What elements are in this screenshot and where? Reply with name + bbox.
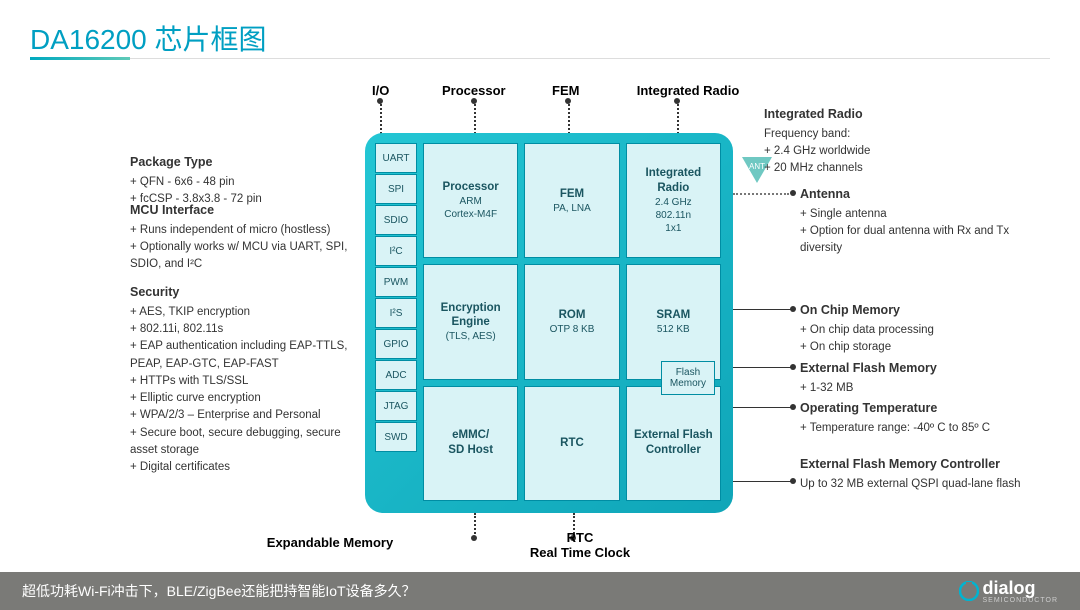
lead-dot	[790, 306, 796, 312]
chip-block: ROMOTP 8 KB	[524, 264, 619, 379]
footer-bar: 超低功耗Wi-Fi冲击下，BLE/ZigBee还能把持智能IoT设备多久？ di…	[0, 572, 1080, 610]
svg-text:ANT: ANT	[749, 162, 765, 171]
lead-dot	[790, 364, 796, 370]
spec-heading: Antenna	[800, 185, 1050, 204]
io-cell: JTAG	[375, 391, 417, 421]
io-cell: SPI	[375, 174, 417, 204]
slide-title: DA16200 芯片框图	[30, 18, 267, 58]
spec-heading: External Flash Memory	[800, 359, 1050, 378]
flash-memory-label: Flash Memory	[661, 361, 715, 395]
io-cell: SDIO	[375, 205, 417, 235]
spec-ctrl: External Flash Memory Controller Up to 3…	[800, 455, 1050, 493]
spec-item: + WPA/2/3 – Enterprise and Personal	[130, 407, 360, 424]
spec-mcu: MCU Interface + Runs independent of micr…	[130, 201, 360, 274]
spec-item: + 20 MHz channels	[764, 160, 1014, 177]
spec-item: + 2.4 GHz worldwide	[764, 143, 1014, 160]
spec-item: + Option for dual antenna with Rx and Tx…	[800, 223, 1050, 258]
leader-line	[733, 193, 789, 195]
lead-dot	[471, 535, 477, 541]
label-processor: Processor	[442, 83, 506, 98]
spec-item: + QFN - 6x6 - 48 pin	[130, 174, 360, 191]
leader-line	[733, 481, 793, 482]
brand-logo: dialogSEMICONDUCTOR	[959, 579, 1058, 604]
chip-block: ProcessorARMCortex-M4F	[423, 143, 518, 258]
io-cell: ADC	[375, 360, 417, 390]
spec-item: + On chip storage	[800, 339, 1050, 356]
chip-grid: ProcessorARMCortex-M4FFEMPA, LNAIntegrat…	[423, 143, 721, 501]
spec-item: + Runs independent of micro (hostless)	[130, 222, 360, 239]
spec-item: + Single antenna	[800, 206, 1050, 223]
lead-dot	[565, 98, 571, 104]
lead-dot	[790, 478, 796, 484]
label-rtc: RTC Real Time Clock	[500, 530, 660, 560]
spec-int-radio: Integrated Radio Frequency band: + 2.4 G…	[764, 105, 1014, 178]
lead-dot	[674, 98, 680, 104]
spec-heading: External Flash Memory Controller	[800, 455, 1050, 474]
brand-sub: SEMICONDUCTOR	[983, 597, 1058, 604]
io-cell: GPIO	[375, 329, 417, 359]
lead-dot	[377, 98, 383, 104]
io-cell: UART	[375, 143, 417, 173]
label-exp-mem: Expandable Memory	[230, 535, 430, 550]
spec-sub: Up to 32 MB external QSPI quad-lane flas…	[800, 476, 1050, 493]
spec-sub: Frequency band:	[764, 126, 1014, 143]
spec-item: + Digital certificates	[130, 459, 360, 476]
spec-security: Security + AES, TKIP encryption+ 802.11i…	[130, 283, 360, 476]
chip-block: FEMPA, LNA	[524, 143, 619, 258]
spec-temp: Operating Temperature + Temperature rang…	[800, 399, 1050, 437]
spec-heading: MCU Interface	[130, 201, 360, 220]
label-radio: Integrated Radio	[633, 83, 743, 98]
title-underline	[30, 58, 1050, 59]
io-column: UARTSPISDIOI²CPWMI²SGPIOADCJTAGSWD	[375, 143, 417, 452]
chip-block: Integrated Radio2.4 GHz802.11n1x1	[626, 143, 721, 258]
spec-item: + Optionally works w/ MCU via UART, SPI,…	[130, 239, 360, 274]
leader-line	[733, 367, 793, 368]
io-cell: SWD	[375, 422, 417, 452]
io-cell: I²C	[375, 236, 417, 266]
spec-item: + Secure boot, secure debugging, secure …	[130, 425, 360, 460]
brand-name: dialog	[983, 579, 1058, 597]
leader-line	[733, 309, 793, 310]
lead-dot	[790, 190, 796, 196]
lead-dot	[790, 404, 796, 410]
chip-block: eMMC/SD Host	[423, 386, 518, 501]
logo-icon	[959, 581, 979, 601]
io-cell: PWM	[375, 267, 417, 297]
spec-item: + Elliptic curve encryption	[130, 390, 360, 407]
spec-antenna: Antenna + Single antenna+ Option for dua…	[800, 185, 1050, 258]
label-fem: FEM	[552, 83, 579, 98]
io-cell: I²S	[375, 298, 417, 328]
chip-block: Encryption Engine(TLS, AES)	[423, 264, 518, 379]
spec-package: Package Type + QFN - 6x6 - 48 pin+ fcCSP…	[130, 153, 360, 208]
label-io: I/O	[372, 83, 389, 98]
chip-block: External Flash Controller	[626, 386, 721, 501]
spec-item: + On chip data processing	[800, 322, 1050, 339]
chip-package: UARTSPISDIOI²CPWMI²SGPIOADCJTAGSWD Proce…	[365, 133, 733, 513]
spec-item: + Temperature range: -40º C to 85º C	[800, 420, 1050, 437]
spec-onchip: On Chip Memory + On chip data processing…	[800, 301, 1050, 356]
spec-heading: Security	[130, 283, 360, 302]
spec-heading: Integrated Radio	[764, 105, 1014, 124]
leader-line	[733, 407, 793, 408]
spec-extflash: External Flash Memory + 1-32 MB	[800, 359, 1050, 397]
block-diagram: I/O Processor FEM Integrated Radio UARTS…	[30, 75, 1050, 565]
chip-block: RTC	[524, 386, 619, 501]
spec-heading: Package Type	[130, 153, 360, 172]
spec-item: + 802.11i, 802.11s	[130, 321, 360, 338]
spec-heading: Operating Temperature	[800, 399, 1050, 418]
footer-text: 超低功耗Wi-Fi冲击下，BLE/ZigBee还能把持智能IoT设备多久？	[22, 581, 416, 601]
spec-item: + EAP authentication including EAP-TTLS,…	[130, 338, 360, 373]
spec-item: + HTTPs with TLS/SSL	[130, 373, 360, 390]
lead-dot	[471, 98, 477, 104]
spec-heading: On Chip Memory	[800, 301, 1050, 320]
spec-item: + 1-32 MB	[800, 380, 1050, 397]
spec-item: + AES, TKIP encryption	[130, 304, 360, 321]
